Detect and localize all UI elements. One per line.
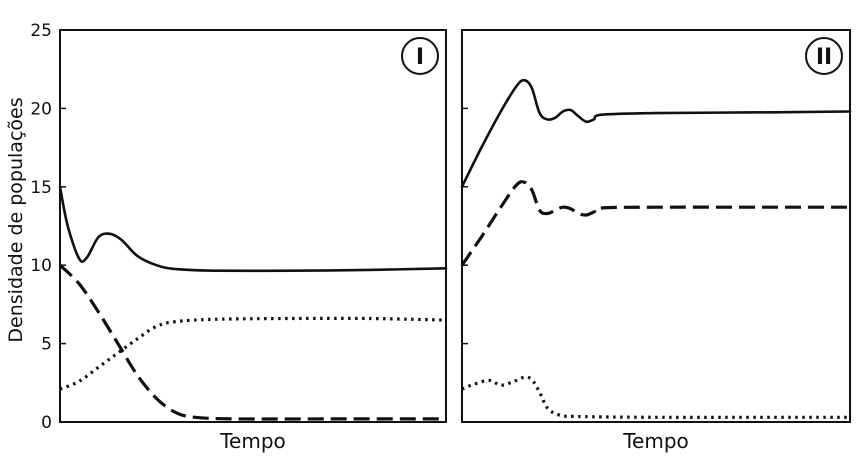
y-tick-label: 10	[30, 256, 52, 276]
panel-ii: II Tempo	[460, 29, 852, 453]
x-axis-label: Tempo	[622, 429, 689, 453]
y-tick-label: 0	[41, 413, 52, 433]
series-line-dotted	[59, 316, 447, 391]
y-tick-label: 25	[30, 21, 52, 41]
panel-badge-label: II	[816, 45, 832, 70]
panel-badge-circle	[401, 37, 439, 75]
series-line-dotted	[461, 375, 850, 419]
series-line-dashed	[460, 180, 850, 267]
panel-badge-circle	[805, 37, 843, 75]
y-tick-label: 15	[30, 178, 52, 198]
panel-frame	[461, 29, 851, 423]
y-tick-label: 5	[41, 335, 52, 355]
chart-panels: I Tempo II Tempo	[58, 29, 852, 453]
y-tick-label: 20	[30, 99, 52, 119]
series-line-solid	[58, 185, 448, 273]
panel-frame	[59, 29, 447, 423]
series-line-dashed	[58, 264, 446, 421]
panel-badge-label: I	[416, 45, 424, 70]
series-line-solid	[460, 78, 852, 189]
x-axis-label: Tempo	[219, 429, 286, 453]
panel-i: I Tempo	[58, 29, 448, 453]
y-axis-label: Densidade de populações	[5, 97, 27, 342]
